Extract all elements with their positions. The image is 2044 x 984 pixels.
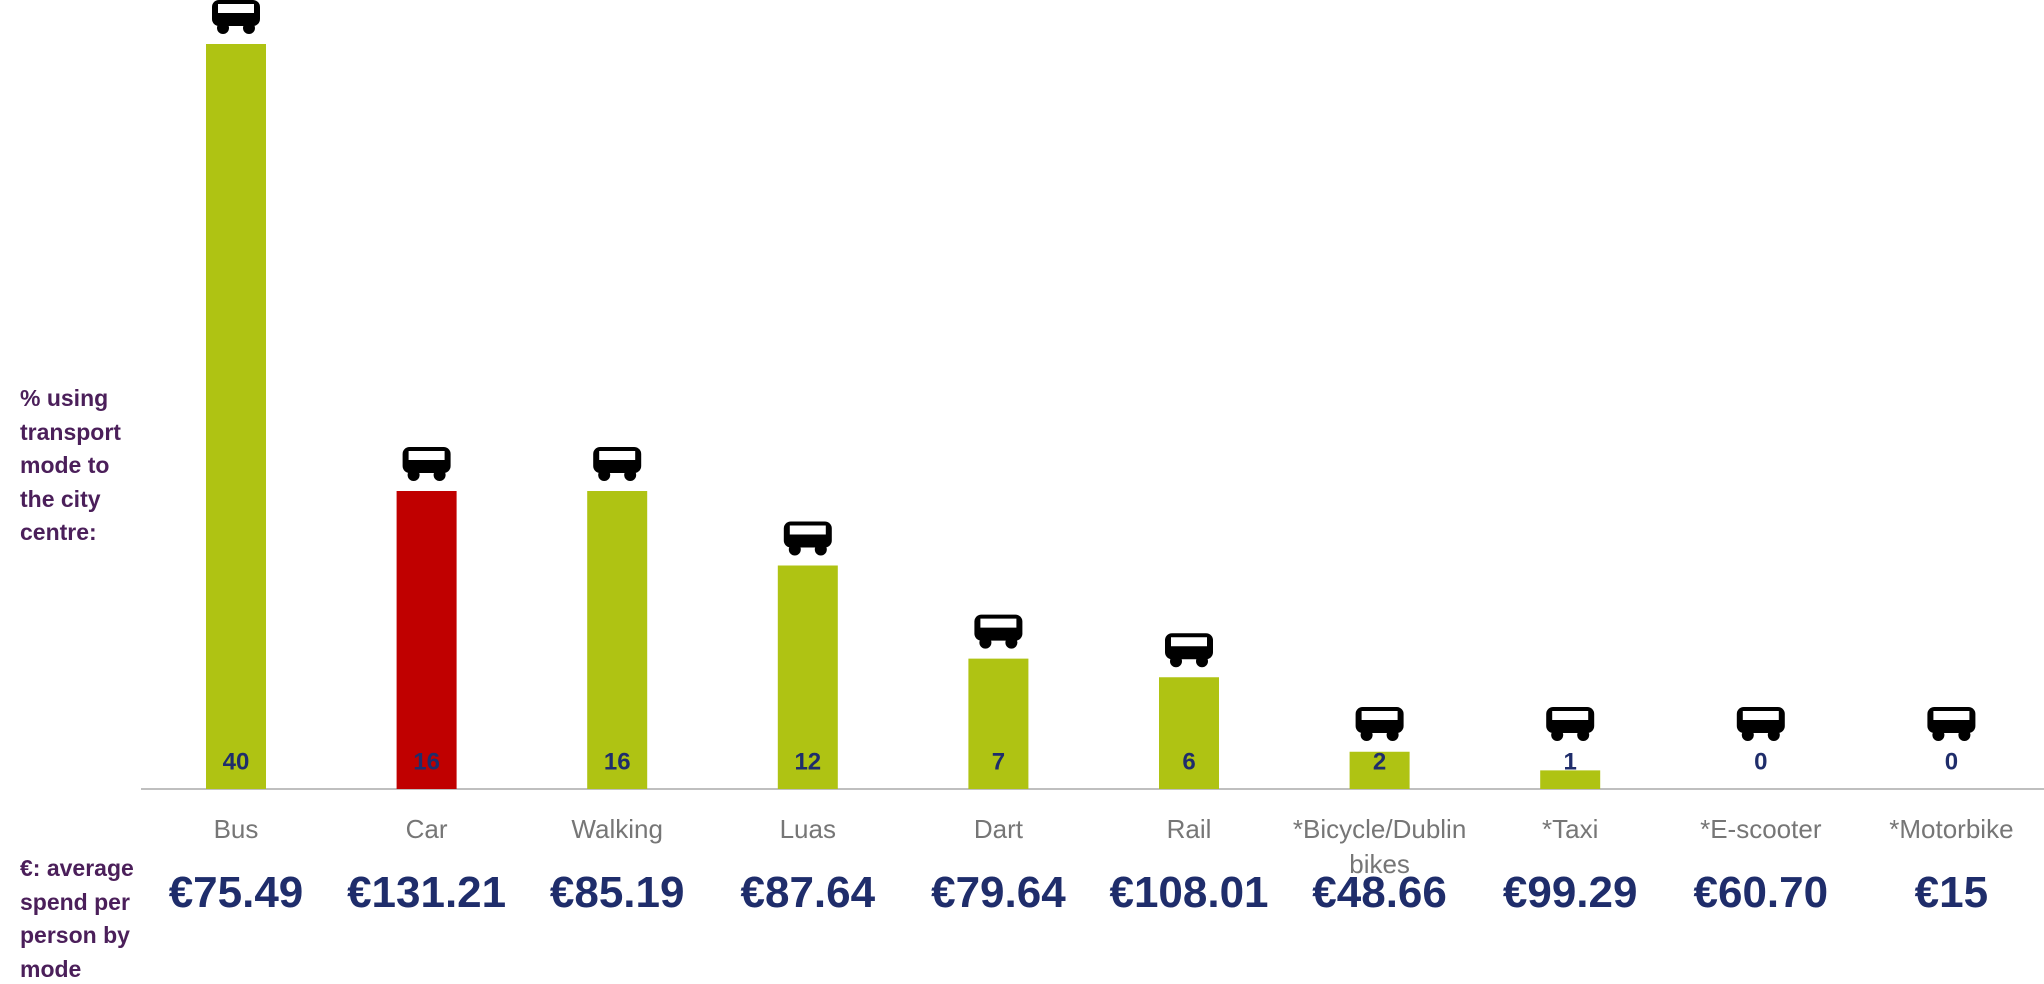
spend-value: €15 <box>1914 868 1989 917</box>
bar <box>1159 677 1219 789</box>
mode-icon <box>599 451 636 460</box>
mode-icon <box>407 469 420 481</box>
data-label: 40 <box>223 748 250 775</box>
mode-icon <box>624 469 637 481</box>
spend-value: €60.70 <box>1693 868 1829 917</box>
spend-value: €79.64 <box>931 868 1066 917</box>
data-label: 7 <box>992 748 1005 775</box>
mode-icon <box>1741 729 1754 741</box>
x-tick-label: *Motorbike <box>1889 814 2014 844</box>
x-tick-label: Dart <box>973 814 1023 844</box>
bar <box>968 658 1029 789</box>
mode-icon <box>243 22 255 34</box>
mode-icon <box>217 22 229 34</box>
bar <box>1349 751 1410 789</box>
spend-value: €85.19 <box>549 868 685 917</box>
x-tick-label: *Bicycle/Dublin bikes <box>1292 814 1467 879</box>
mode-icon <box>1933 711 1970 720</box>
y-axis-label: % using transport mode to the city centr… <box>20 385 121 545</box>
x-tick-label: Car <box>405 814 448 844</box>
spend-label: €: average spend per person by mode <box>20 855 134 982</box>
mode-icon <box>1932 729 1945 741</box>
data-label: 2 <box>1373 748 1386 775</box>
x-tick-label: Luas <box>779 814 836 844</box>
mode-icon <box>433 469 446 481</box>
mode-icon <box>1958 729 1971 741</box>
mode-icon <box>598 469 611 481</box>
spend-value: €131.21 <box>347 868 507 917</box>
data-label: 0 <box>1754 748 1767 775</box>
mode-icon <box>408 451 445 460</box>
data-label: 0 <box>1945 748 1958 775</box>
mode-icon <box>1552 711 1589 720</box>
mode-icon <box>1360 729 1373 741</box>
bar <box>396 491 457 789</box>
data-label: 16 <box>413 748 440 775</box>
spend-value: €75.49 <box>168 868 304 917</box>
x-tick-label: Walking <box>571 814 663 844</box>
mode-icon <box>788 543 801 556</box>
mode-icon <box>1005 636 1018 649</box>
spend-value: €99.29 <box>1502 868 1638 917</box>
spend-value: €48.66 <box>1312 868 1447 917</box>
data-label: 12 <box>794 748 821 775</box>
bar <box>206 44 266 789</box>
mode-icon <box>1361 711 1398 720</box>
mode-icon <box>1767 729 1780 741</box>
x-tick-label: Rail <box>1166 814 1212 844</box>
mode-icon <box>1196 655 1208 668</box>
mode-icon <box>979 636 992 649</box>
mode-icon <box>1577 729 1590 741</box>
mode-icon <box>814 543 827 556</box>
mode-icon <box>1170 655 1182 668</box>
x-tick-label: *Taxi <box>1542 814 1599 844</box>
mode-icon <box>218 4 254 13</box>
mode-icon <box>789 525 826 535</box>
spend-value: €87.64 <box>740 868 876 917</box>
data-label: 1 <box>1564 748 1577 775</box>
mode-icon <box>1171 637 1207 647</box>
bar <box>587 491 648 789</box>
mode-icon <box>980 618 1017 628</box>
x-tick-label: Bus <box>213 814 259 844</box>
bar <box>1540 770 1601 789</box>
mode-icon <box>1551 729 1564 741</box>
x-tick-label: *E-scooter <box>1700 814 1822 844</box>
spend-value: €108.01 <box>1109 868 1269 917</box>
mode-icon <box>1386 729 1399 741</box>
data-label: 16 <box>604 748 631 775</box>
mode-icon <box>1742 711 1779 720</box>
data-label: 6 <box>1182 748 1195 775</box>
bar <box>777 565 838 789</box>
